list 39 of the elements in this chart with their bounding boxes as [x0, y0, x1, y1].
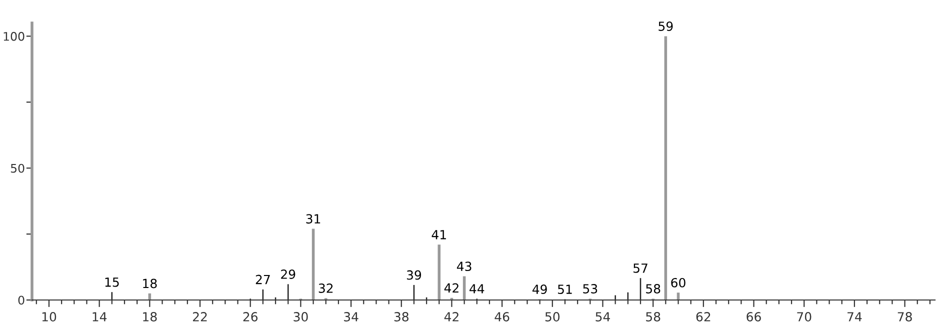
x-tick-label: 10 — [42, 312, 56, 322]
y-tick-label: 0 — [18, 296, 24, 305]
annotation: 27 — [256, 274, 270, 284]
annotation: 57 — [634, 264, 648, 273]
annotation: 18 — [143, 278, 157, 288]
x-tick-label: 34 — [344, 312, 358, 322]
x-tick-label: 74 — [848, 312, 862, 322]
annotation: 59 — [658, 22, 673, 31]
x-tick-label: 58 — [646, 312, 660, 322]
x-tick-label: 38 — [394, 312, 408, 322]
x-tick-label: 46 — [494, 312, 510, 322]
annotation: 39 — [406, 270, 422, 280]
x-tick-label: 54 — [596, 312, 610, 322]
x-tick-label: 26 — [243, 312, 258, 322]
y-tick-label: 50 — [10, 164, 24, 173]
annotation: 31 — [306, 214, 320, 224]
x-tick-label: 42 — [444, 312, 458, 322]
x-tick-label: 14 — [92, 312, 107, 322]
annotation: 60 — [671, 278, 686, 288]
annotation: 29 — [281, 270, 296, 279]
x-tick-label: 66 — [746, 312, 761, 322]
annotation: 43 — [456, 262, 472, 272]
annotation: 58 — [646, 284, 660, 294]
x-tick-label: 78 — [898, 312, 912, 322]
x-tick-label: 18 — [143, 312, 157, 322]
x-tick-label: 22 — [192, 312, 207, 322]
annotation: 41 — [432, 230, 446, 240]
x-tick-label: 50 — [545, 312, 560, 322]
annotation: 51 — [558, 284, 572, 294]
annotation: 53 — [583, 284, 598, 294]
x-tick-label: 30 — [294, 312, 308, 322]
annotation: 15 — [105, 278, 119, 287]
annotation: 49 — [532, 284, 547, 294]
annotation: 32 — [318, 284, 333, 293]
annotation: 44 — [470, 284, 484, 294]
x-tick-label: 70 — [797, 312, 812, 322]
x-tick-label: 62 — [696, 312, 710, 322]
y-tick-label: 100 — [4, 32, 24, 41]
annotation: 42 — [444, 283, 458, 293]
